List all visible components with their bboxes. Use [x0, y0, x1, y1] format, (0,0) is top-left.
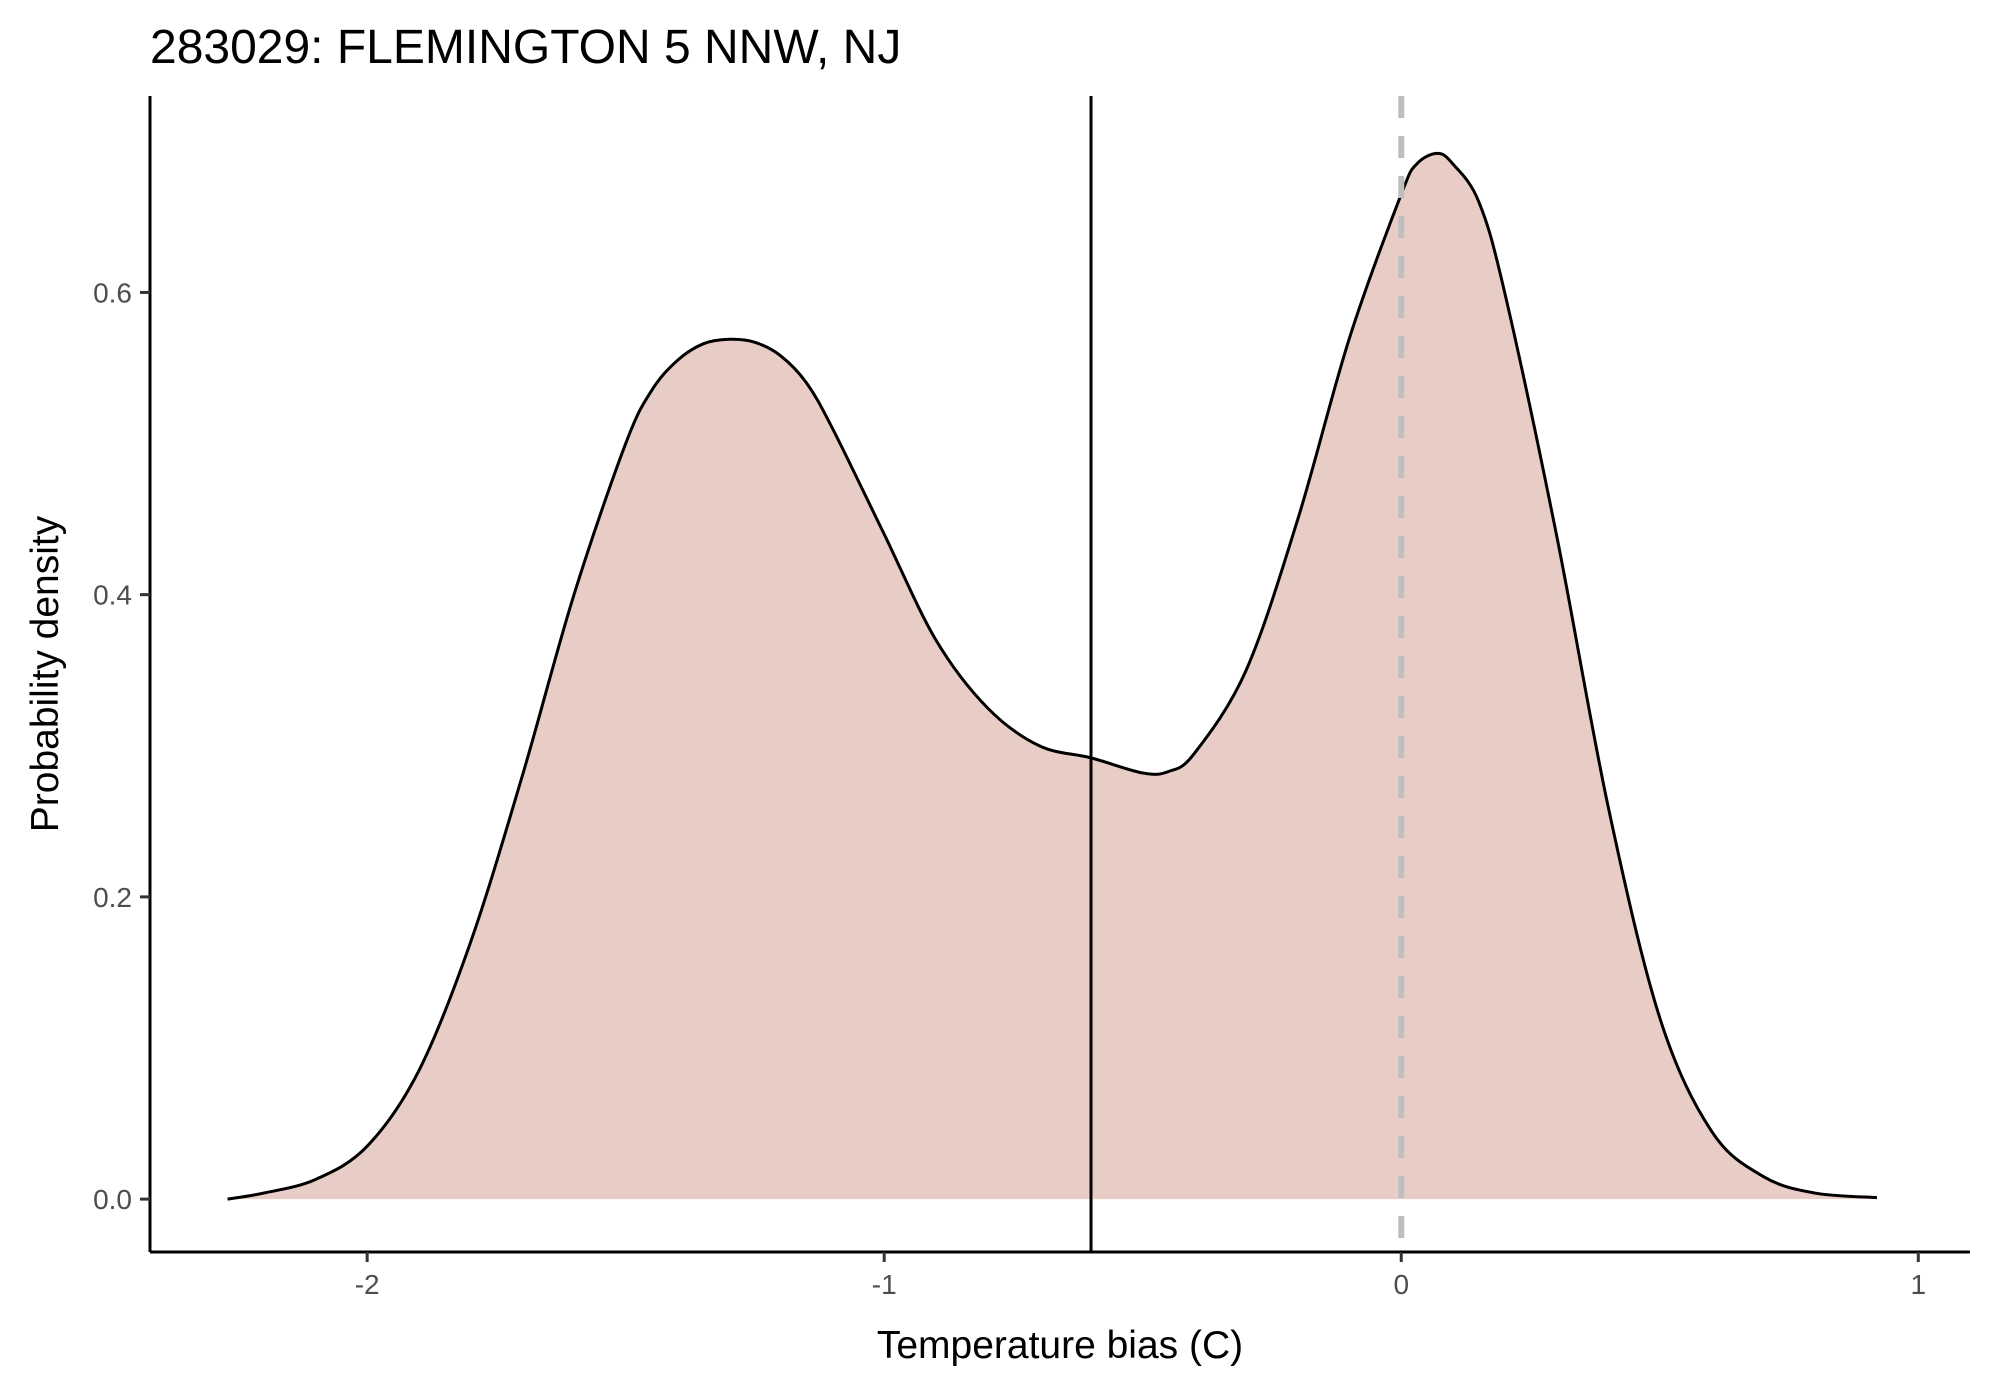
y-axis-ticks: 0.0 0.2 0.4 0.6 [93, 277, 150, 1215]
density-area [227, 153, 1877, 1200]
axes: -2 -1 0 1 0.0 0.2 0.4 0.6 [93, 96, 1970, 1300]
y-axis-title: Probability density [24, 515, 67, 832]
x-tick-label: 1 [1911, 1269, 1927, 1300]
plot-area [227, 96, 1878, 1252]
x-tick-label: -1 [872, 1269, 897, 1300]
y-tick-label: 0.0 [93, 1184, 132, 1215]
x-axis-title: Temperature bias (C) [877, 1324, 1243, 1367]
x-tick-label: -2 [355, 1269, 380, 1300]
y-tick-label: 0.4 [93, 580, 132, 611]
y-tick-label: 0.6 [93, 277, 132, 308]
x-tick-label: 0 [1393, 1269, 1409, 1300]
y-tick-label: 0.2 [93, 882, 132, 913]
x-axis-ticks: -2 -1 0 1 [355, 1252, 1926, 1300]
chart-title: 283029: FLEMINGTON 5 NNW, NJ [150, 21, 901, 74]
density-curve [227, 151, 1878, 1201]
reference-lines [1089, 96, 1405, 1252]
